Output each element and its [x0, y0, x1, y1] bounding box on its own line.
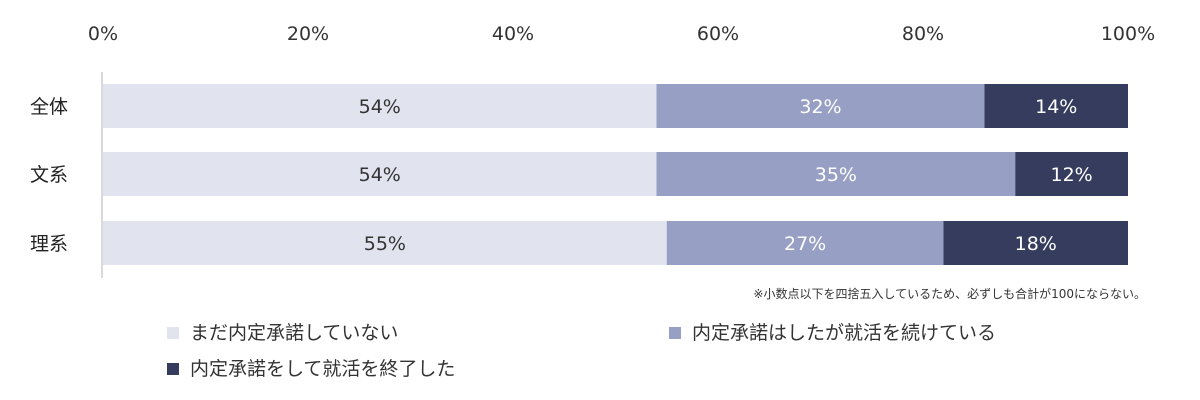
legend-swatch: [669, 327, 681, 339]
x-tick-label: 80%: [902, 23, 944, 45]
x-tick-label: 100%: [1101, 23, 1155, 45]
bar-value-label: 18%: [1015, 233, 1057, 255]
legend: まだ内定承諾していない 内定承諾はしたが就活を続けている内定承諾をして就活を終了し…: [167, 322, 996, 380]
bar-segments: [103, 84, 1128, 265]
bar-value-label: 14%: [1035, 96, 1077, 118]
x-tick-label: 40%: [492, 23, 534, 45]
legend-label: 内定承諾をして就活を終了した: [190, 358, 455, 380]
category-label: 理系: [30, 233, 68, 255]
bar-segment: [943, 221, 1128, 265]
legend-label: 内定承諾はしたが就活を続けている: [692, 322, 996, 344]
bar-value-label: 54%: [359, 96, 401, 118]
x-tick-label: 60%: [697, 23, 739, 45]
bar-segment: [984, 84, 1128, 128]
bar-segment: [666, 221, 944, 265]
legend-label: まだ内定承諾していない: [190, 322, 398, 344]
x-tick-label: 0%: [88, 23, 118, 45]
bar-value-label: 55%: [364, 233, 406, 255]
bar-segment: [656, 84, 985, 128]
bar-value-label: 35%: [815, 164, 857, 186]
bar-value-label: 27%: [784, 233, 826, 255]
bar-segment: [103, 84, 657, 128]
rounding-note: ※小数点以下を四捨五入しているため、必ずしも合計が100にならない。: [753, 286, 1146, 301]
bar-segment: [1015, 152, 1128, 196]
legend-swatch: [167, 363, 179, 375]
bar-value-label: 32%: [799, 96, 841, 118]
bar-value-label: 54%: [359, 164, 401, 186]
category-label: 全体: [30, 96, 68, 118]
category-label: 文系: [30, 164, 68, 186]
bar-value-label: 12%: [1051, 164, 1093, 186]
x-axis-tick-labels: 0% 20% 40% 60% 80% 100%: [88, 23, 1155, 45]
bar-segment: [656, 152, 1016, 196]
value-labels: 54% 32% 14% 54% 35% 12% 55% 27% 18%: [359, 96, 1093, 255]
bar-segment: [103, 221, 667, 265]
legend-swatch: [167, 327, 179, 339]
bar-segment: [103, 152, 657, 196]
x-tick-label: 20%: [287, 23, 329, 45]
